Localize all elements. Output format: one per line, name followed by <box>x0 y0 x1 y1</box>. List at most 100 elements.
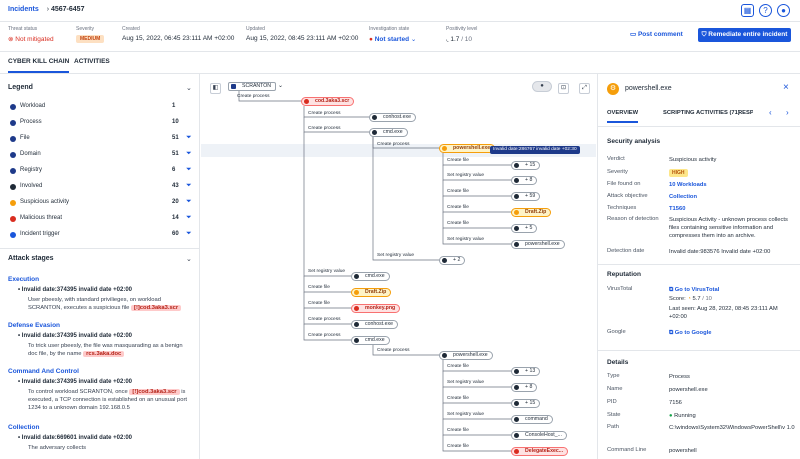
legend-dot-icon <box>10 120 16 126</box>
graph-node-command[interactable]: command <box>511 415 553 424</box>
virustotal-link[interactable]: ⧉ Go to VirusTotal <box>669 287 720 293</box>
graph-node-conhost1[interactable]: conhost.exe <box>369 113 416 122</box>
security-key: Techniques <box>607 205 637 211</box>
detail-key: PID <box>607 399 617 405</box>
sidebar-toggle-icon[interactable]: ◧ <box>210 83 221 94</box>
edge-label: Create file <box>447 428 469 433</box>
details-panel: ⚙ powershell.exe × OVERVIEW SCRIPTING AC… <box>597 74 800 459</box>
graph-root-node[interactable]: SCRANTON <box>228 82 277 91</box>
node-icon <box>442 258 447 263</box>
graph-node-n2[interactable]: + 2 <box>439 256 466 265</box>
tab-response[interactable]: RESP <box>738 110 753 116</box>
security-value[interactable]: Collection <box>669 194 698 200</box>
graph-node-ps1b[interactable]: powershell.exe <box>511 240 565 249</box>
node-icon <box>514 385 519 390</box>
post-comment-button[interactable]: ▭ Post comment <box>630 31 683 38</box>
updated: Updated Aug 15, 2022, 08:45 23:111 AM +0… <box>246 26 359 42</box>
edge-label: Create process <box>377 348 410 353</box>
stage-execution[interactable]: Execution <box>8 276 40 283</box>
security-analysis-title: Security analysis <box>607 138 661 145</box>
tab-cyber-kill-chain[interactable]: CYBER KILL CHAIN <box>8 58 70 73</box>
graph-node-draft2[interactable]: Draft.Zip <box>351 288 392 297</box>
chevron-left-icon[interactable]: ‹ <box>769 108 772 117</box>
tab-activities[interactable]: ACTIVITIES <box>74 58 110 65</box>
chevron-right-icon[interactable]: › <box>786 108 789 117</box>
score-icon: ◔ <box>687 296 691 302</box>
file-chip[interactable]: [!]cod.3aka3.scr <box>129 389 180 395</box>
stage-defense-evasion[interactable]: Defense Evasion <box>8 322 61 329</box>
edge-label: Set registry value <box>447 380 485 385</box>
security-value[interactable]: T1560 <box>669 206 686 212</box>
chevron-down-icon[interactable]: ⌄ <box>278 83 284 89</box>
chevron-down-icon[interactable]: ⌄ <box>186 85 192 92</box>
edge-label: Create file <box>447 364 469 369</box>
tab-scripting-activities[interactable]: SCRIPTING ACTIVITIES (71) <box>663 110 740 116</box>
expand-icon[interactable]: ⤢ <box>579 83 590 94</box>
security-key: Verdict <box>607 156 625 162</box>
graph-node-n15[interactable]: + 15 <box>511 161 541 170</box>
graph-node-conhost2[interactable]: conhost.exe <box>351 320 398 329</box>
filter-icon[interactable]: ⏷ <box>186 214 192 221</box>
node-icon <box>514 226 519 231</box>
graph-node-n8b[interactable]: + 8 <box>511 383 538 392</box>
external-link-icon: ⧉ <box>669 287 675 293</box>
graph-node-ps1[interactable]: powershell.exe <box>439 144 496 153</box>
graph-node-n13[interactable]: + 13 <box>511 367 541 376</box>
graph-node-cmd2[interactable]: cmd.exe <box>351 272 390 281</box>
filter-icon[interactable]: ⏷ <box>186 230 192 237</box>
graph-node-cod[interactable]: cod.3aka3.scr <box>301 97 355 106</box>
graph-node-cmd3[interactable]: cmd.exe <box>351 336 390 345</box>
node-icon <box>514 194 519 199</box>
filter-icon[interactable]: ⏷ <box>186 198 192 205</box>
node-icon <box>354 290 359 295</box>
filter-icon[interactable]: ⏷ <box>186 182 192 189</box>
graph-node-n5[interactable]: + 5 <box>511 224 538 233</box>
stage-bullet: • Invalid date:669601 invalid date +02:0… <box>18 435 133 441</box>
stage-command-and-control[interactable]: Command And Control <box>8 368 79 375</box>
edge-label: Create file <box>308 301 330 306</box>
view-toggle[interactable]: ● <box>532 81 552 92</box>
filter-icon[interactable]: ⏷ <box>186 166 192 173</box>
grid-icon[interactable]: ▦ <box>741 4 754 17</box>
file-chip[interactable]: rcs.3aka.doc <box>83 351 125 357</box>
filter-icon[interactable]: ⏷ <box>186 150 192 157</box>
node-icon <box>514 210 519 215</box>
filter-icon[interactable]: ⏷ <box>186 134 192 141</box>
security-value[interactable]: 10 Workloads <box>669 182 707 188</box>
reputation-title: Reputation <box>607 271 641 278</box>
google-link[interactable]: ⧉ Go to Google <box>669 330 712 336</box>
security-key: Attack objective <box>607 193 648 199</box>
node-icon <box>514 242 519 247</box>
edge-label: Create process <box>308 111 341 116</box>
graph-node-monkey[interactable]: monkey.png <box>351 304 401 313</box>
user-icon[interactable]: ● <box>777 4 790 17</box>
graph-node-consolehost[interactable]: ConsoleHost_... <box>511 431 567 440</box>
graph-node-n8[interactable]: + 8 <box>511 176 538 185</box>
zoom-fit-icon[interactable]: ⊡ <box>558 83 569 94</box>
edge-label: Set registry value <box>447 237 485 242</box>
legend-dot-icon <box>10 216 16 222</box>
tab-overview[interactable]: OVERVIEW <box>607 110 639 123</box>
graph-node-n59[interactable]: + 59 <box>511 192 541 201</box>
graph-node-delegate[interactable]: DelegateExec... <box>511 447 569 456</box>
edge-label: Create file <box>447 189 469 194</box>
panel-title: powershell.exe <box>625 85 672 92</box>
investigation-state[interactable]: Investigation state ● Not started ⌄ <box>369 26 417 43</box>
help-icon[interactable]: ? <box>759 4 772 17</box>
gauge-icon: ◟ <box>446 36 451 43</box>
node-icon <box>372 115 377 120</box>
graph-node-cmd1[interactable]: cmd.exe <box>369 128 408 137</box>
breadcrumb-incidents-link[interactable]: Incidents <box>8 6 39 13</box>
detail-key: Name <box>607 386 623 392</box>
graph-node-n15b[interactable]: + 15 <box>511 399 541 408</box>
file-chip[interactable]: [!]cod.3aka3.scr <box>131 305 182 311</box>
kill-chain-graph[interactable]: ◧ SCRANTON ⌄ ● ⊡ ⤢ cod.3aka3.scr conhost.… <box>201 74 596 459</box>
stage-collection[interactable]: Collection <box>8 424 40 431</box>
chevron-down-icon[interactable]: ⌄ <box>186 256 192 263</box>
graph-node-ps2[interactable]: powershell.exe <box>439 351 493 360</box>
security-value: HIGH <box>669 169 795 177</box>
graph-node-draft1[interactable]: Draft.Zip <box>511 208 552 217</box>
legend-dot-icon <box>10 152 16 158</box>
remediate-button[interactable]: ⛉ Remediate entire incident <box>698 28 791 42</box>
close-icon[interactable]: × <box>783 82 789 93</box>
